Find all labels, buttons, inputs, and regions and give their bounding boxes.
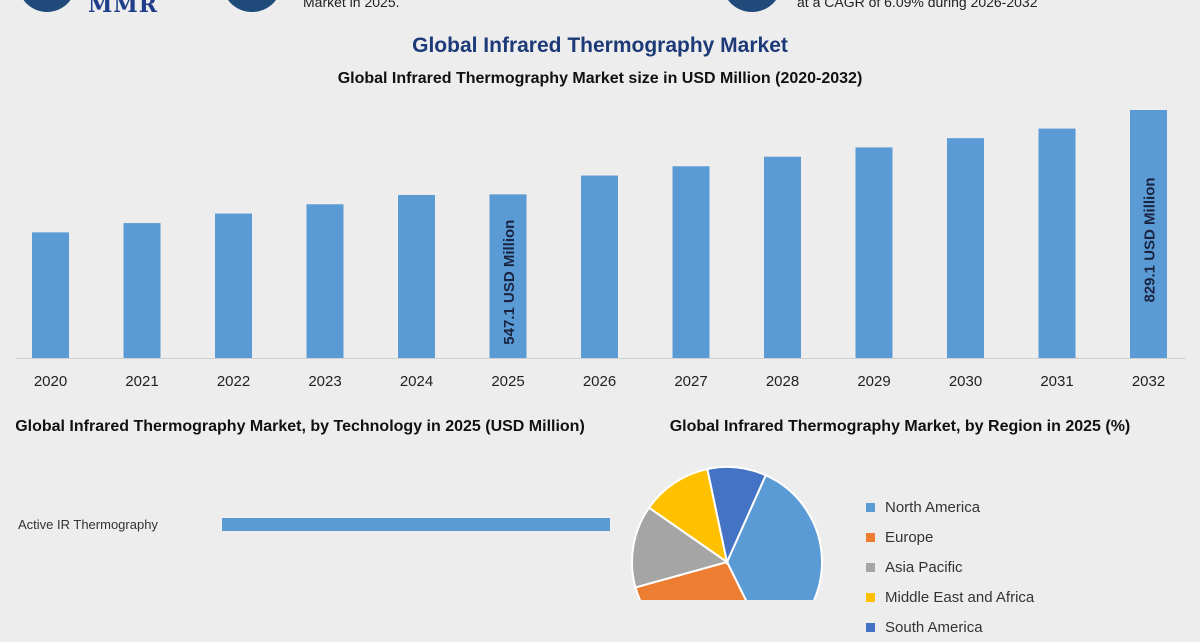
- bar-2025: [489, 194, 527, 358]
- bar-2026: [581, 175, 618, 358]
- legend-item: Asia Pacific: [866, 552, 1034, 582]
- legend-item: Middle East and Africa: [866, 582, 1034, 612]
- x-tick-label: 2026: [583, 373, 616, 390]
- x-tick-label: 2029: [857, 373, 890, 390]
- cagr-snippet: at a CAGR of 6.09% during 2026-2032: [797, 0, 1038, 10]
- pie-slice-south-america: [706, 466, 768, 566]
- pie-slice-north-america: [725, 473, 823, 600]
- bar-2023: [306, 204, 344, 358]
- pie-slice-asia-pacific: [631, 506, 730, 589]
- legend-swatch: [866, 532, 875, 542]
- legend-swatch: [866, 592, 875, 602]
- logo-text: MMR: [88, 0, 158, 18]
- x-tick-label: 2024: [400, 373, 433, 390]
- legend-item: Europe: [866, 522, 1034, 552]
- x-tick-label: 2027: [674, 373, 707, 390]
- legend-item: North America: [866, 492, 1034, 522]
- bar-2032: [1130, 110, 1167, 358]
- top-strip: MMR Market in 2025. at a CAGR of 6.09% d…: [0, 0, 1200, 22]
- bar-2027: [672, 166, 710, 358]
- bar-2022: [215, 213, 252, 358]
- bar-2020: [32, 232, 69, 358]
- legend-label: Asia Pacific: [885, 558, 963, 576]
- page-title: Global Infrared Thermography Market: [412, 34, 788, 57]
- legend-item: South America: [866, 612, 1034, 642]
- x-tick-label: 2025: [491, 373, 524, 390]
- legend-swatch: [866, 622, 875, 632]
- x-tick-label: 2031: [1040, 373, 1073, 390]
- region-chart-title: Global Infrared Thermography Market, by …: [669, 418, 1131, 435]
- x-tick-label: 2032: [1132, 373, 1165, 390]
- technology-bar: [222, 518, 610, 531]
- data-label-2025: 547.1 USD Million: [501, 220, 518, 345]
- bar-2029: [855, 147, 893, 358]
- legend-label: South America: [885, 618, 983, 636]
- legend-label: Middle East and Africa: [885, 588, 1035, 606]
- legend-label: North America: [885, 498, 981, 516]
- x-tick-label: 2023: [308, 373, 341, 390]
- legend-swatch: [866, 562, 875, 572]
- bar-chart-title: Global Infrared Thermography Market size…: [337, 70, 863, 87]
- market-size-bar-chart: 2020 2021 2022 2023 2024 2025 2026 2027 2028 2029…: [16, 110, 1186, 390]
- x-tick-label: 2021: [125, 373, 158, 390]
- pie-slice-europe: [634, 560, 747, 600]
- legend-swatch: [866, 502, 875, 512]
- bar-2028: [764, 156, 801, 358]
- market-snippet: Market in 2025.: [303, 0, 400, 10]
- x-tick-label: 2030: [949, 373, 982, 390]
- bar-2030: [947, 138, 984, 358]
- region-legend: North America Europe Asia Pacific Middle Ea…: [866, 492, 1034, 642]
- pie-slice-middle-east-and-africa: [647, 467, 729, 565]
- x-tick-label: 2020: [34, 373, 67, 390]
- bar-2021: [123, 223, 161, 358]
- bar-2024: [398, 194, 435, 358]
- region-pie-chart: [631, 466, 823, 600]
- x-tick-label: 2022: [217, 373, 250, 390]
- data-label-2032: 829.1 USD Million: [1142, 177, 1159, 302]
- legend-label: Europe: [885, 528, 934, 546]
- bar-2031: [1038, 128, 1076, 358]
- technology-chart-title: Global Infrared Thermography Market, by …: [15, 418, 585, 435]
- x-tick-label: 2028: [766, 373, 799, 390]
- technology-category-label: Active IR Thermography: [18, 517, 158, 532]
